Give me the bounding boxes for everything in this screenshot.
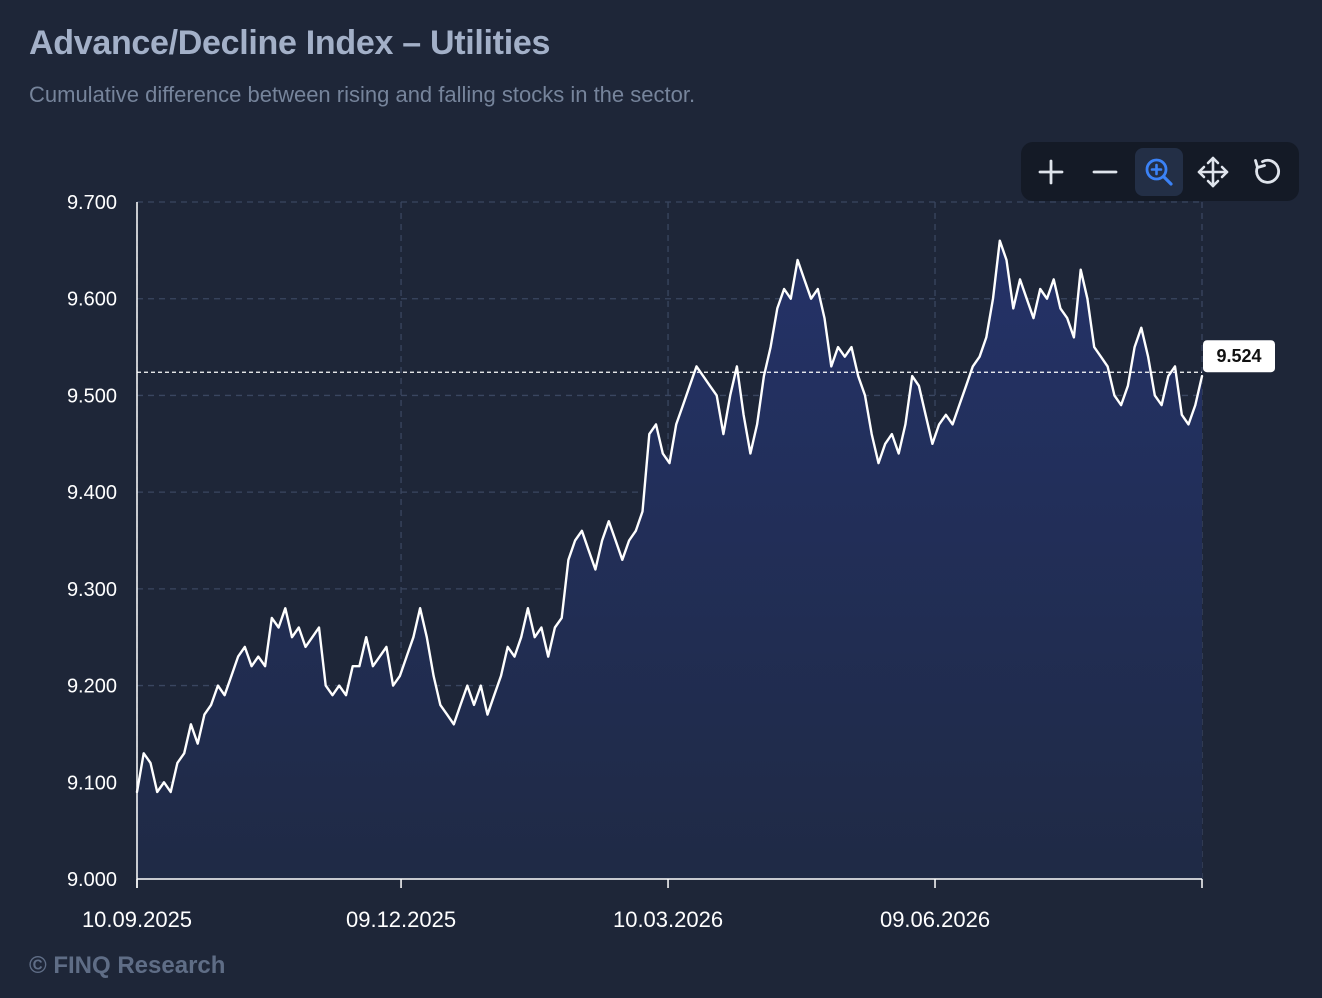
y-tick-label: 9.300 [67,579,117,601]
chart-title: Advance/Decline Index – Utilities [29,24,551,62]
area-layer [135,239,1204,879]
zoom-in-button[interactable] [1027,148,1075,196]
selection-zoom-button[interactable] [1135,148,1183,196]
last-value-label: 9.524 [1216,346,1261,366]
series-area-fill [137,240,1202,879]
axes [136,202,1203,888]
y-tick-label: 9.500 [67,385,117,407]
chart-toolbar [1021,142,1299,201]
minus-icon [1092,170,1118,174]
zoom-out-button[interactable] [1081,148,1129,196]
series-line[interactable] [135,239,1204,794]
x-tick-label: 09.12.2025 [346,907,456,932]
x-tick-label: 10.09.2025 [82,907,192,932]
pan-button[interactable] [1189,148,1237,196]
reset-button[interactable] [1243,148,1291,196]
chart-subtitle: Cumulative difference between rising and… [29,82,696,107]
zoom-magnifier-icon [1145,158,1173,186]
y-tick-label: 9.000 [67,869,117,891]
y-tick-label: 9.200 [67,676,117,698]
tick-labels: 9.000 9.100 9.200 9.300 9.400 9.500 9.600 9.700… [67,192,990,932]
plus-icon [1038,159,1064,185]
y-tick-label: 9.700 [67,192,117,214]
reset-icon [1254,158,1280,184]
x-tick-label: 09.06.2026 [880,907,990,932]
credit-text: © FINQ Research [29,952,226,979]
last-value-badge [1203,340,1275,373]
x-tick-label: 10.03.2026 [613,907,723,932]
pan-arrows-icon [1197,156,1229,188]
y-tick-label: 9.100 [67,772,117,794]
y-tick-label: 9.400 [67,482,117,504]
last-value-marker: 9.524 [137,340,1275,373]
y-tick-label: 9.600 [67,289,117,311]
